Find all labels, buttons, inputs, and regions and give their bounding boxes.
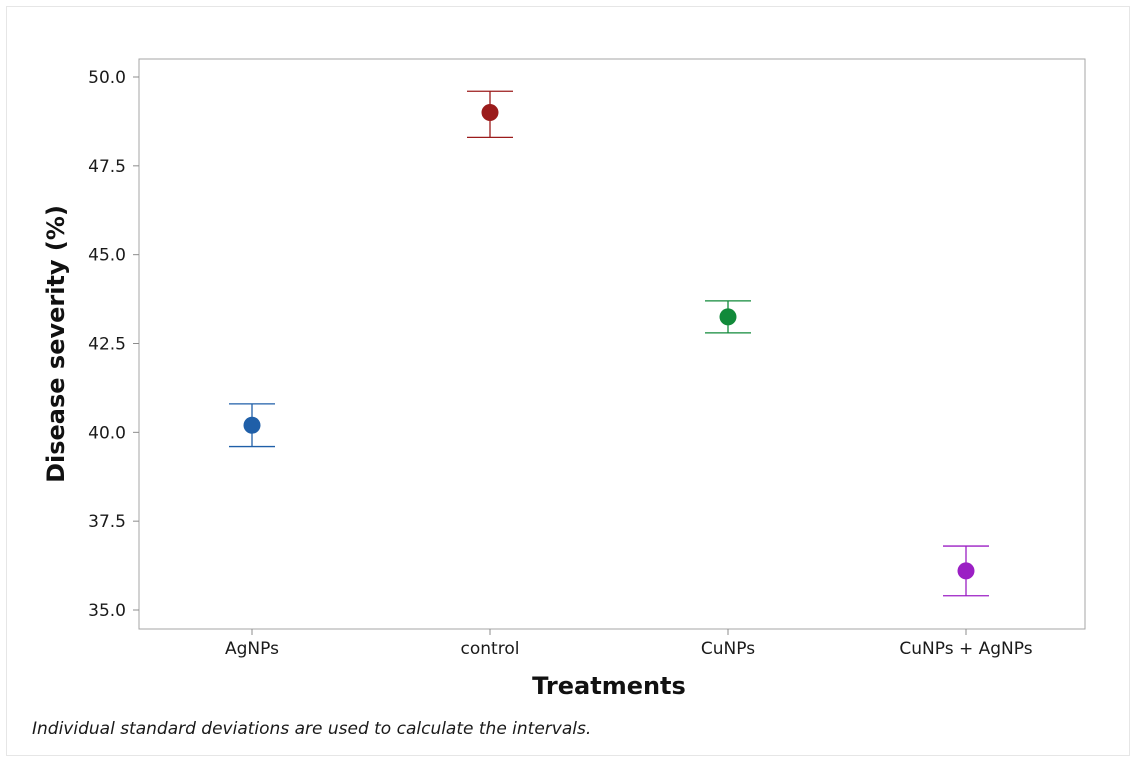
x-tick-label: AgNPs xyxy=(225,639,279,659)
y-tick-label: 47.5 xyxy=(88,157,126,177)
mean-point xyxy=(957,562,975,580)
y-tick-label: 35.0 xyxy=(88,601,126,621)
chart-frame xyxy=(6,6,1130,756)
y-axis: 35.0 37.5 40.0 42.5 45.0 47.5 50.0 xyxy=(88,68,139,621)
interval-agnps xyxy=(229,403,275,448)
plot-area xyxy=(138,58,1086,630)
x-axis-title: Treatments xyxy=(532,672,686,700)
x-tick-label: CuNPs + AgNPs xyxy=(899,639,1032,659)
mean-point xyxy=(243,416,261,434)
y-tick-label: 37.5 xyxy=(88,512,126,532)
mean-point xyxy=(481,104,499,122)
x-tick-label: control xyxy=(461,639,520,659)
y-axis-title: Disease severity (%) xyxy=(42,205,70,483)
y-tick-label: 42.5 xyxy=(88,335,126,355)
interval-control xyxy=(467,90,513,139)
chart-footnote: Individual standard deviations are used … xyxy=(32,719,592,739)
x-tick-label: CuNPs xyxy=(701,639,755,659)
interval-marks xyxy=(229,90,989,597)
mean-point xyxy=(719,308,737,326)
y-tick-label: 45.0 xyxy=(88,246,126,266)
y-tick-label: 40.0 xyxy=(88,423,126,443)
x-axis: AgNPs control CuNPs CuNPs + AgNPs xyxy=(225,629,1033,659)
interval-cunps-agnps xyxy=(943,545,989,597)
interval-cunps xyxy=(705,300,751,334)
y-tick-label: 50.0 xyxy=(88,68,126,88)
